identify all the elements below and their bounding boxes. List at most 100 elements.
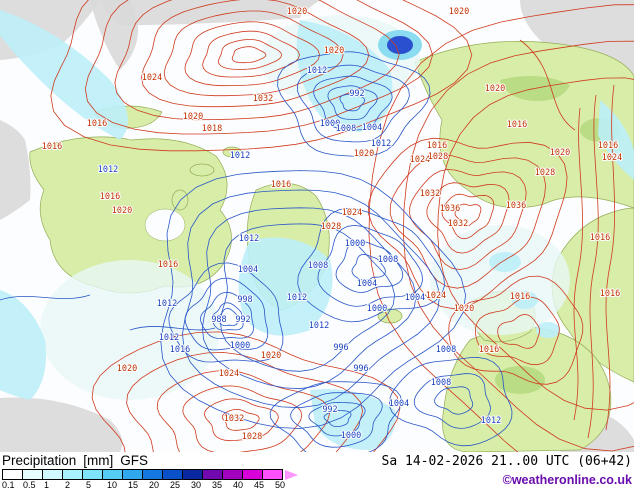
isobar-label: 996 [333, 343, 348, 353]
isobar-label: 1004 [362, 123, 382, 133]
isobar-high-bottom [204, 398, 279, 442]
isobar-label: 1016 [507, 120, 527, 130]
copyright-link[interactable]: ©weatheronline.co.uk [502, 473, 632, 487]
scale-segment [142, 469, 163, 480]
isobar-label: 1020 [112, 206, 132, 216]
scale-label: 25 [170, 480, 181, 490]
isobar-low-bottom [308, 401, 366, 437]
heavy-precip-cell [387, 36, 413, 54]
isobar-label: 992 [235, 315, 250, 325]
isobar-label: 1020 [354, 149, 374, 159]
isobar-ridge-bottom-right [497, 314, 540, 349]
isobar-label: 1024 [342, 208, 362, 218]
isobar-ridge-bottom-right [448, 275, 584, 385]
scale-label: 2 [65, 480, 71, 490]
isobar-low-outer [182, 189, 441, 409]
scale-label: 10 [107, 480, 118, 490]
isobar-low-east [317, 224, 424, 307]
scale-label: 40 [233, 480, 244, 490]
isobar-high-bottom [91, 331, 401, 452]
isobar-high-sweep-right [402, 40, 634, 452]
isobar-high-top [114, 0, 400, 121]
isobar-label: 1012 [287, 293, 307, 303]
scale-label: 5 [86, 480, 92, 490]
isobar-high-right [441, 193, 495, 240]
isobar-low-outer [160, 170, 467, 429]
isobar-high-top [84, 0, 434, 135]
isobar-label: 1012 [307, 66, 327, 76]
scale-segment [102, 469, 123, 480]
isobar-low-top [327, 85, 378, 121]
arctic-island [171, 189, 189, 211]
scale-label: 20 [149, 480, 160, 490]
isobar-label: 1028 [321, 222, 341, 232]
isobar-label: 1004 [357, 279, 377, 289]
cloud-layer [0, 0, 634, 452]
scale-label: 45 [254, 480, 265, 490]
scale-label: 1 [44, 480, 50, 490]
isobar-label: 1016 [598, 141, 618, 151]
scale-segment [182, 469, 203, 480]
front-lines-layer [0, 39, 616, 439]
isobar-label: 1000 [367, 304, 387, 314]
isobar-label: 1000 [320, 119, 340, 129]
precip-scale-labels: 0.1 0.5 1 2 5 10 15 20 25 30 35 40 45 50 [2, 480, 298, 490]
scale-segment [202, 469, 223, 480]
isobar-label: 1008 [431, 378, 451, 388]
legend-unit: [mm] [83, 453, 114, 468]
isobar-high-bottom [221, 408, 260, 431]
isobar-label: 1016 [479, 345, 499, 355]
isobar-label: 1024 [142, 73, 162, 83]
hudson-bay [144, 208, 186, 242]
isobar-low-east [297, 207, 446, 323]
isobar-low-main [217, 308, 238, 326]
isobar-label: 1008 [378, 255, 398, 265]
isobar-label: 1004 [405, 293, 425, 303]
isobar-high-sweep-right [437, 77, 634, 411]
scale-segment [242, 469, 263, 480]
scale-label: 30 [191, 480, 202, 490]
timestamp: Sa 14-02-2026 21..00 UTC (06+42) [381, 454, 632, 469]
scale-segment [162, 469, 183, 480]
isobar-label: 1004 [238, 265, 258, 275]
isobar-ridge-bottom-right [474, 296, 560, 366]
iceland [377, 308, 403, 324]
isobar-label: 1000 [230, 341, 250, 351]
landmass-siberia [414, 41, 634, 209]
isobar-label: 1012 [230, 151, 250, 161]
arctic-island [189, 163, 215, 177]
isobar-low-top [339, 93, 366, 112]
isobar-low-main [211, 302, 244, 331]
scale-segment [262, 469, 283, 480]
isobar-label: 996 [353, 364, 368, 374]
isobar-label: 1020 [324, 46, 344, 56]
isobar-label: 1012 [98, 165, 118, 175]
map-area: 1020 1020 1020 1024 1032 1020 1018 1016 1016 1016… [0, 0, 634, 452]
isobar-low-top [277, 51, 431, 157]
isobar-label: 1020 [449, 7, 469, 17]
isobar-high-sweep-right [368, 4, 634, 452]
isobar-label: 1016 [590, 233, 610, 243]
isobar-low-outer [219, 223, 396, 372]
isobar-label: 1020 [550, 148, 570, 158]
isobar-label: 1028 [535, 168, 555, 178]
isobar-high-right [426, 182, 510, 254]
isobar-low-top [313, 75, 393, 131]
land-layer [29, 41, 634, 452]
isobar-high-top [141, 0, 370, 108]
isobar-label: 998 [237, 295, 252, 305]
isobar-low-top [296, 64, 410, 143]
isobar-label-layer: 1020 1020 1020 1024 1032 1020 1018 1016 1016 1016… [41, 6, 623, 443]
isobar-label: 1008 [436, 345, 456, 355]
isobar-label: 1016 [271, 180, 291, 190]
legend-right: Sa 14-02-2026 21..00 UTC (06+42) ©weathe… [382, 453, 632, 490]
isobar-label: 1012 [159, 333, 179, 343]
isobar-label: 1016 [42, 142, 62, 152]
isobar-high-top [202, 30, 300, 78]
isobar-label: 992 [349, 89, 364, 99]
isobar-low-outer [201, 207, 417, 390]
scale-segment [42, 469, 63, 480]
isobar-label: 1016 [170, 345, 190, 355]
isobar-label: 1004 [389, 399, 409, 409]
